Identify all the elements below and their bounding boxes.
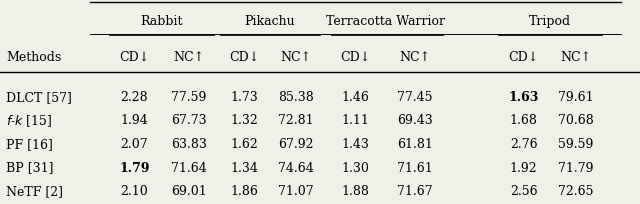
Text: 2.28: 2.28 (120, 90, 148, 103)
Text: 1.43: 1.43 (342, 137, 370, 150)
Text: 71.61: 71.61 (397, 161, 433, 174)
Text: 63.83: 63.83 (171, 137, 207, 150)
Text: 69.43: 69.43 (397, 114, 433, 127)
Text: 1.34: 1.34 (230, 161, 259, 174)
Text: 1.68: 1.68 (509, 114, 538, 127)
Text: NeTF [2]: NeTF [2] (6, 184, 63, 197)
Text: 1.94: 1.94 (120, 114, 148, 127)
Text: 2.76: 2.76 (509, 137, 538, 150)
Text: CD↓: CD↓ (508, 51, 539, 64)
Text: 1.73: 1.73 (230, 90, 259, 103)
Text: 77.59: 77.59 (171, 90, 207, 103)
Text: 77.45: 77.45 (397, 90, 433, 103)
Text: 61.81: 61.81 (397, 137, 433, 150)
Text: 85.38: 85.38 (278, 90, 314, 103)
Text: NC↑: NC↑ (399, 51, 430, 64)
Text: 71.79: 71.79 (558, 161, 594, 174)
Text: 70.68: 70.68 (558, 114, 594, 127)
Text: Rabbit: Rabbit (140, 15, 182, 28)
Text: NC↑: NC↑ (561, 51, 591, 64)
Text: 1.88: 1.88 (342, 184, 370, 197)
Text: 1.32: 1.32 (230, 114, 259, 127)
Text: 2.07: 2.07 (120, 137, 148, 150)
Text: 74.64: 74.64 (278, 161, 314, 174)
Text: NC↑: NC↑ (280, 51, 311, 64)
Text: 2.10: 2.10 (120, 184, 148, 197)
Text: NC↑: NC↑ (173, 51, 204, 64)
Text: $f$-$k$ [15]: $f$-$k$ [15] (6, 113, 52, 128)
Text: 69.01: 69.01 (171, 184, 207, 197)
Text: 1.30: 1.30 (342, 161, 370, 174)
Text: CD↓: CD↓ (119, 51, 150, 64)
Text: 79.61: 79.61 (558, 90, 594, 103)
Text: 59.59: 59.59 (558, 137, 594, 150)
Text: 71.67: 71.67 (397, 184, 433, 197)
Text: 2.56: 2.56 (509, 184, 538, 197)
Text: Pikachu: Pikachu (244, 15, 296, 28)
Text: 1.86: 1.86 (230, 184, 259, 197)
Text: 71.07: 71.07 (278, 184, 314, 197)
Text: DLCT [57]: DLCT [57] (6, 90, 72, 103)
Text: 1.11: 1.11 (342, 114, 370, 127)
Text: 72.65: 72.65 (558, 184, 594, 197)
Text: BP [31]: BP [31] (6, 161, 54, 174)
Text: CD↓: CD↓ (340, 51, 371, 64)
Text: 67.92: 67.92 (278, 137, 314, 150)
Text: 1.79: 1.79 (119, 161, 150, 174)
Text: 1.92: 1.92 (509, 161, 538, 174)
Text: 1.62: 1.62 (230, 137, 259, 150)
Text: 71.64: 71.64 (171, 161, 207, 174)
Text: PF [16]: PF [16] (6, 137, 53, 150)
Text: 67.73: 67.73 (171, 114, 207, 127)
Text: 1.46: 1.46 (342, 90, 370, 103)
Text: 72.81: 72.81 (278, 114, 314, 127)
Text: Tripod: Tripod (529, 15, 571, 28)
Text: Terracotta Warrior: Terracotta Warrior (326, 15, 445, 28)
Text: CD↓: CD↓ (229, 51, 260, 64)
Text: Methods: Methods (6, 51, 61, 64)
Text: 1.63: 1.63 (508, 90, 539, 103)
